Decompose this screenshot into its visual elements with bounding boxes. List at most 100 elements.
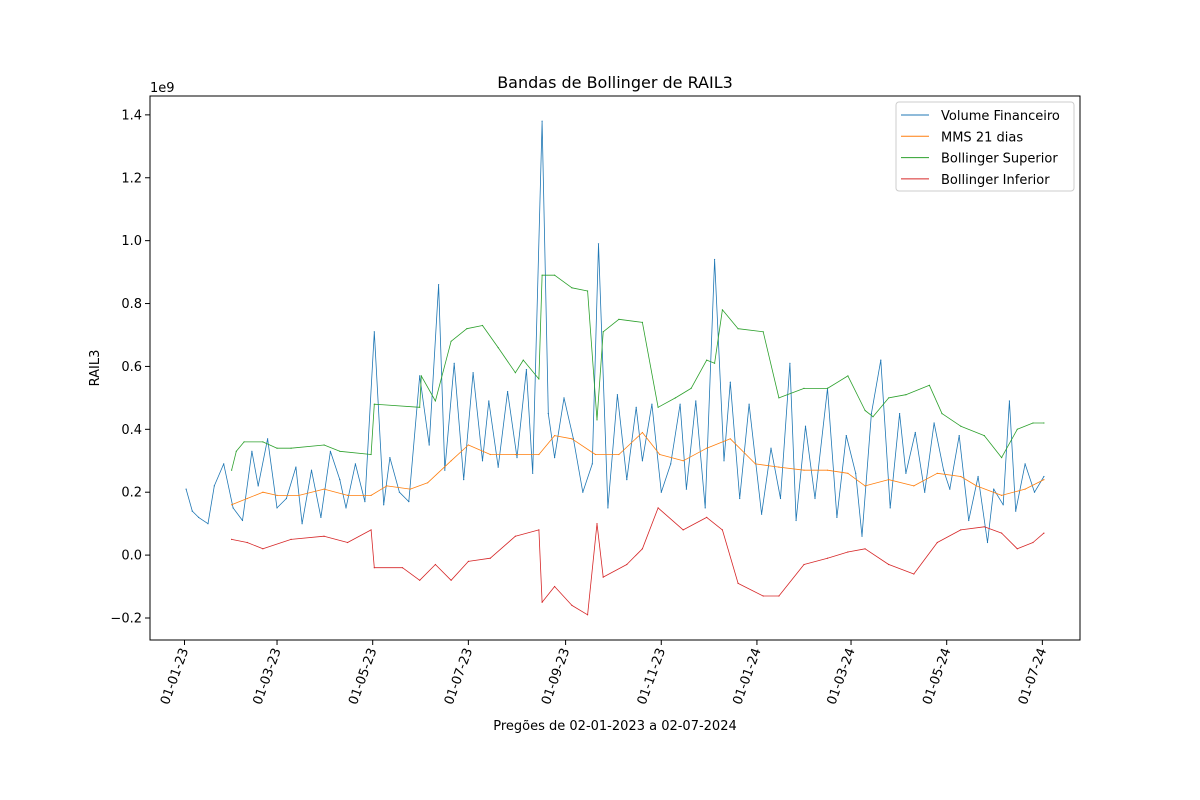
series-2-point-27 xyxy=(641,321,644,323)
series-1-point-19 xyxy=(618,453,620,456)
series-0-point-72 xyxy=(814,497,816,500)
series-1-point-28 xyxy=(826,469,829,471)
series-0-point-41 xyxy=(541,120,543,122)
series-1-point-13 xyxy=(489,453,491,456)
series-0-point-96 xyxy=(1024,463,1026,465)
series-3-point-10 xyxy=(434,563,436,566)
series-3-point-30 xyxy=(778,595,780,597)
series-0-point-54 xyxy=(651,403,653,405)
series-2-point-28 xyxy=(657,406,659,408)
series-0-point-31 xyxy=(453,362,455,364)
series-3-point-33 xyxy=(847,551,849,553)
series-0-point-38 xyxy=(516,457,518,459)
series-3-point-42 xyxy=(1032,541,1034,544)
series-1-point-15 xyxy=(538,453,540,456)
series-1-point-23 xyxy=(706,447,708,449)
series-0-point-53 xyxy=(641,460,644,462)
series-0-point-66 xyxy=(761,513,763,515)
series-3-point-3 xyxy=(290,538,292,541)
series-2-point-32 xyxy=(714,362,716,364)
series-2-point-45 xyxy=(941,413,943,415)
series-3-point-19 xyxy=(587,614,589,616)
series-3-point-22 xyxy=(626,563,628,566)
series-1-point-30 xyxy=(864,485,866,487)
series-2-point-16 xyxy=(497,347,499,349)
series-0-point-47 xyxy=(591,463,593,465)
y-tick-label: 0.8 xyxy=(121,297,142,312)
series-2-point-23 xyxy=(587,290,589,292)
series-2-point-37 xyxy=(803,387,805,389)
series-2-point-35 xyxy=(762,331,764,333)
series-1-point-26 xyxy=(778,466,780,468)
series-3-point-35 xyxy=(888,563,890,566)
series-1-point-10 xyxy=(427,482,429,484)
legend-label-2: Bollinger Superior xyxy=(941,152,1058,167)
series-0-point-88 xyxy=(958,435,960,437)
series-3-point-16 xyxy=(541,601,543,603)
series-0-point-30 xyxy=(444,469,446,471)
series-0-point-60 xyxy=(704,507,706,509)
series-0-point-36 xyxy=(497,466,499,468)
series-0-point-4 xyxy=(213,485,215,487)
series-2-point-7 xyxy=(339,450,341,452)
y-tick-label: 1.0 xyxy=(121,234,142,249)
y-tick-label: 0.0 xyxy=(121,549,142,564)
series-0-point-97 xyxy=(1033,491,1036,493)
series-0-point-91 xyxy=(986,541,989,544)
series-2-point-26 xyxy=(618,318,620,320)
series-0-point-34 xyxy=(481,460,484,462)
series-2-point-47 xyxy=(983,435,985,437)
series-3-point-5 xyxy=(347,541,349,544)
series-0-point-24 xyxy=(389,457,391,459)
series-2-point-9 xyxy=(373,403,375,405)
series-1-point-25 xyxy=(754,463,757,465)
series-1-point-18 xyxy=(594,453,597,456)
y-offset-label: 1e9 xyxy=(150,81,175,96)
series-3-point-25 xyxy=(682,529,684,531)
series-2-point-18 xyxy=(522,359,524,361)
series-2-point-20 xyxy=(541,274,543,276)
series-0-point-20 xyxy=(354,463,356,465)
series-2-point-3 xyxy=(262,441,264,443)
series-0-point-19 xyxy=(345,507,347,509)
series-1-point-33 xyxy=(936,472,938,474)
series-0-point-15 xyxy=(310,469,313,471)
series-2-point-49 xyxy=(1016,428,1018,430)
series-1-point-5 xyxy=(323,488,325,490)
series-1-point-34 xyxy=(960,475,962,478)
plot-frame xyxy=(149,95,1081,641)
series-0-point-1 xyxy=(191,510,193,512)
series-3-point-29 xyxy=(762,595,764,597)
series-0-point-49 xyxy=(607,507,609,509)
series-1-point-35 xyxy=(975,485,978,487)
series-0-point-22 xyxy=(373,331,375,333)
series-0-point-32 xyxy=(463,479,465,481)
series-2-point-39 xyxy=(847,375,849,377)
series-0-point-62 xyxy=(723,460,725,462)
series-0-point-17 xyxy=(329,450,331,452)
y-tick-label: −0.2 xyxy=(110,611,142,626)
series-3-point-1 xyxy=(246,541,248,544)
series-0-point-64 xyxy=(739,497,741,500)
series-0-point-90 xyxy=(977,475,979,478)
series-1-point-1 xyxy=(246,497,248,500)
series-3-point-34 xyxy=(864,548,866,550)
series-1-point-16 xyxy=(554,435,556,437)
series-1-point-27 xyxy=(803,469,805,471)
series-0-point-77 xyxy=(861,535,863,537)
series-3-point-11 xyxy=(450,579,452,581)
series-3-point-18 xyxy=(571,604,573,607)
series-1-point-37 xyxy=(1024,488,1026,490)
series-3-point-43 xyxy=(1043,532,1045,534)
series-0-point-8 xyxy=(251,450,253,452)
series-0-point-25 xyxy=(398,491,400,493)
series-3-point-6 xyxy=(370,529,372,531)
series-0-point-44 xyxy=(563,397,565,399)
series-0-point-18 xyxy=(339,479,341,481)
series-2-point-4 xyxy=(276,447,278,449)
series-0-point-83 xyxy=(914,431,916,434)
series-2-point-5 xyxy=(290,447,292,449)
series-1-point-17 xyxy=(571,438,573,440)
series-2-point-41 xyxy=(872,416,874,418)
y-tick-label: 0.2 xyxy=(121,486,142,501)
